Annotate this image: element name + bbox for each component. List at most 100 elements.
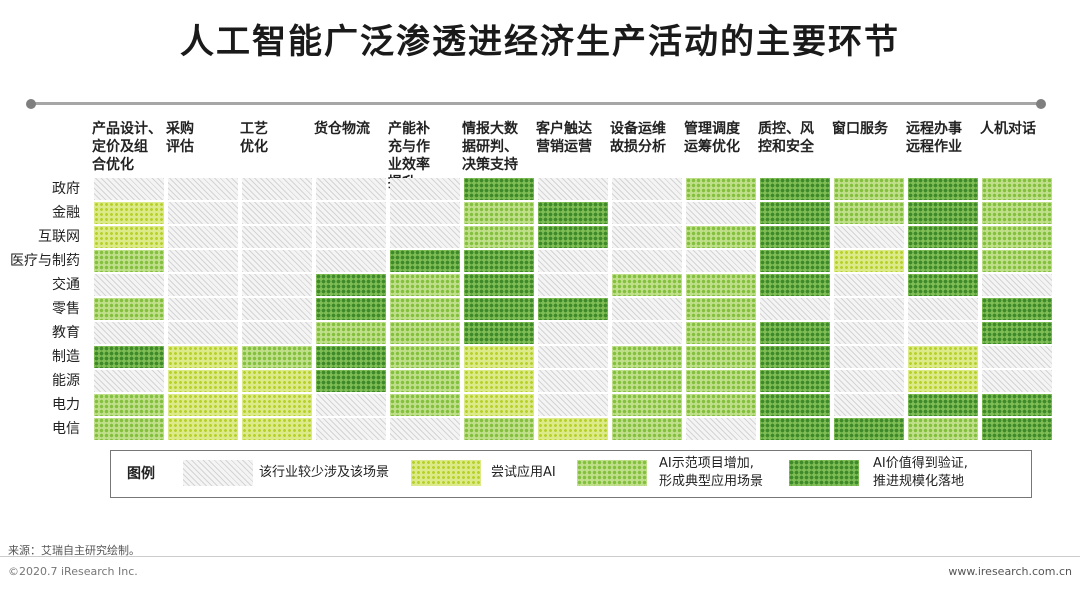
column-header-line: 货仓物流 (314, 121, 370, 137)
matrix-cell (686, 370, 756, 392)
column-header-line: 人机对话 (980, 121, 1036, 137)
column-header-line: 产能补 (388, 121, 430, 137)
matrix-cell (168, 370, 238, 392)
column-header: 情报大数 据研判、 决策支持 (462, 120, 518, 174)
divider-right-dot (1036, 99, 1046, 109)
matrix-cell (908, 370, 978, 392)
matrix-cell (168, 178, 238, 200)
row-label: 零售 (52, 301, 80, 317)
column-header: 客户触达 营销运营 (536, 120, 592, 156)
matrix-cell (612, 178, 682, 200)
matrix-cell (612, 322, 682, 344)
row-label: 交通 (52, 277, 80, 293)
matrix-cell (316, 178, 386, 200)
matrix-cell (760, 322, 830, 344)
matrix-cell (94, 394, 164, 416)
matrix-cell (316, 370, 386, 392)
matrix-cell (390, 346, 460, 368)
matrix-cell (908, 202, 978, 224)
column-header: 远程办事 远程作业 (906, 120, 962, 156)
row-label: 政府 (52, 181, 80, 197)
matrix-cell (686, 250, 756, 272)
matrix-cell (908, 226, 978, 248)
legend-label-level-1: 尝试应用AI (491, 465, 556, 480)
matrix-cell (612, 202, 682, 224)
matrix-cell (982, 226, 1052, 248)
matrix-cell (834, 178, 904, 200)
column-header-line: 情报大数 (462, 121, 518, 137)
matrix-cell (390, 394, 460, 416)
column-header-line: 采购 (166, 121, 194, 137)
matrix-cell (390, 322, 460, 344)
matrix-cell (94, 226, 164, 248)
matrix-cell (316, 274, 386, 296)
column-header-line: 管理调度 (684, 121, 740, 137)
matrix-cell (390, 274, 460, 296)
matrix-cell (760, 250, 830, 272)
column-header-line: 优化 (240, 139, 268, 155)
matrix-cell (538, 274, 608, 296)
matrix-cell (834, 250, 904, 272)
matrix-cell (316, 322, 386, 344)
matrix-cell (464, 202, 534, 224)
matrix-cell (908, 298, 978, 320)
matrix-cell (760, 274, 830, 296)
matrix-cell (316, 418, 386, 440)
matrix-cell (464, 370, 534, 392)
column-header-line: 决策支持 (462, 157, 518, 173)
matrix-cell (686, 226, 756, 248)
matrix-cell (168, 394, 238, 416)
column-header: 窗口服务 (832, 120, 888, 138)
matrix-cell (538, 178, 608, 200)
matrix-cell (390, 370, 460, 392)
matrix-cell (834, 202, 904, 224)
matrix-cell (94, 178, 164, 200)
matrix-cell (242, 346, 312, 368)
matrix-cell (612, 250, 682, 272)
column-header-line: 业效率 (388, 157, 430, 173)
column-header-line: 合优化 (92, 157, 134, 173)
column-header-line: 营销运营 (536, 139, 592, 155)
matrix-cell (390, 178, 460, 200)
matrix-cell (834, 322, 904, 344)
matrix-cell (242, 370, 312, 392)
column-header: 设备运维 故损分析 (610, 120, 666, 156)
divider-left-dot (26, 99, 36, 109)
matrix-cell (686, 178, 756, 200)
column-header-line: 客户触达 (536, 121, 592, 137)
matrix-cell (538, 226, 608, 248)
row-label: 医疗与制药 (10, 253, 80, 269)
row-label: 金融 (52, 205, 80, 221)
row-label: 互联网 (38, 229, 80, 245)
legend: 图例 该行业较少涉及该场景 尝试应用AI AI示范项目增加, 形成典型应用场景 … (110, 450, 1032, 498)
matrix-cell (908, 418, 978, 440)
column-header-line: 运筹优化 (684, 139, 740, 155)
matrix-cell (538, 250, 608, 272)
matrix-cell (94, 322, 164, 344)
matrix-cell (834, 226, 904, 248)
matrix-cell (686, 202, 756, 224)
matrix-cell (834, 346, 904, 368)
matrix-cell (834, 370, 904, 392)
matrix-cell (834, 298, 904, 320)
matrix-cell (834, 418, 904, 440)
matrix-cell (242, 250, 312, 272)
matrix-cell (760, 202, 830, 224)
column-header: 产能补充与作业效率提升 (388, 120, 430, 192)
matrix-cell (982, 322, 1052, 344)
website-url: www.iresearch.com.cn (948, 565, 1072, 578)
matrix-cell (612, 346, 682, 368)
matrix-cell (390, 202, 460, 224)
matrix-cell (464, 346, 534, 368)
matrix-cell (168, 250, 238, 272)
column-header-line: 故损分析 (610, 139, 666, 155)
matrix-cell (760, 178, 830, 200)
matrix-cell (538, 322, 608, 344)
matrix-cell (316, 346, 386, 368)
matrix-cell (94, 298, 164, 320)
matrix-cell (94, 250, 164, 272)
matrix-cell (686, 418, 756, 440)
column-header: 工艺 优化 (240, 120, 268, 156)
matrix-cell (834, 274, 904, 296)
matrix-cell (760, 346, 830, 368)
